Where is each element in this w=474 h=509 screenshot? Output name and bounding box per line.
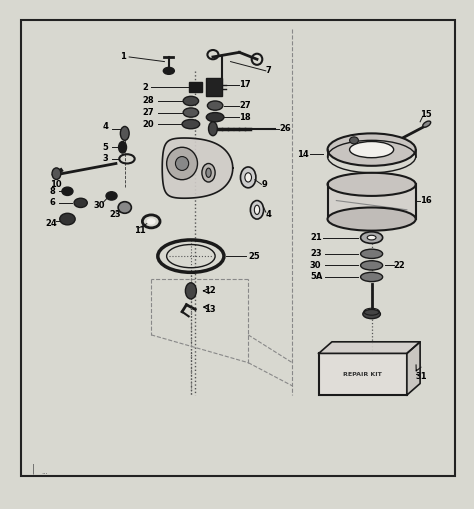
Ellipse shape	[52, 168, 61, 180]
Text: 9: 9	[262, 180, 267, 189]
Text: 20: 20	[142, 120, 154, 129]
Ellipse shape	[118, 202, 131, 213]
Ellipse shape	[367, 235, 376, 240]
Text: 2: 2	[142, 82, 148, 92]
Text: 25: 25	[248, 251, 260, 261]
Ellipse shape	[255, 205, 260, 214]
Text: 14: 14	[297, 150, 309, 159]
Text: 11: 11	[134, 226, 146, 235]
Ellipse shape	[245, 173, 252, 182]
Ellipse shape	[183, 96, 199, 105]
Polygon shape	[162, 138, 233, 198]
Text: REPAIR KIT: REPAIR KIT	[344, 372, 382, 377]
Text: 1: 1	[120, 52, 126, 62]
Text: 6: 6	[50, 199, 55, 207]
Text: 30: 30	[94, 201, 105, 210]
Bar	[319, 353, 407, 395]
Ellipse shape	[328, 173, 416, 196]
Ellipse shape	[328, 208, 416, 231]
Polygon shape	[319, 342, 420, 353]
Text: 23: 23	[109, 210, 121, 219]
Ellipse shape	[361, 261, 383, 270]
Text: 8: 8	[50, 187, 55, 196]
Ellipse shape	[185, 283, 196, 299]
Bar	[189, 82, 202, 92]
Ellipse shape	[206, 112, 224, 122]
Ellipse shape	[240, 167, 256, 188]
Text: |: |	[32, 464, 36, 474]
Ellipse shape	[118, 142, 127, 153]
Ellipse shape	[363, 309, 381, 319]
Text: ...: ...	[41, 468, 48, 474]
Text: 16: 16	[420, 196, 432, 205]
Ellipse shape	[183, 108, 199, 117]
Circle shape	[167, 147, 198, 180]
Ellipse shape	[361, 272, 383, 281]
Text: 23: 23	[310, 249, 321, 258]
Bar	[206, 78, 222, 96]
Text: 24: 24	[46, 219, 57, 228]
Ellipse shape	[250, 201, 264, 219]
Text: 27: 27	[142, 108, 154, 117]
Text: 7: 7	[266, 66, 272, 75]
Text: 5: 5	[103, 143, 109, 152]
Ellipse shape	[164, 67, 174, 74]
Ellipse shape	[147, 218, 155, 224]
Text: 28: 28	[142, 97, 154, 105]
Ellipse shape	[209, 122, 217, 136]
Ellipse shape	[60, 213, 75, 225]
Ellipse shape	[74, 198, 87, 208]
Ellipse shape	[202, 163, 215, 182]
Polygon shape	[328, 184, 416, 219]
Ellipse shape	[182, 120, 200, 129]
Ellipse shape	[361, 249, 383, 259]
Ellipse shape	[120, 126, 129, 140]
Ellipse shape	[361, 232, 383, 243]
Text: 4: 4	[266, 210, 272, 219]
Ellipse shape	[62, 187, 73, 195]
Text: 21: 21	[310, 233, 322, 242]
Text: 5A: 5A	[310, 272, 322, 281]
Ellipse shape	[328, 133, 416, 166]
Ellipse shape	[423, 121, 431, 127]
Polygon shape	[407, 342, 420, 395]
Ellipse shape	[350, 137, 358, 144]
Circle shape	[175, 157, 189, 171]
Text: 31: 31	[416, 372, 428, 381]
Text: 3: 3	[103, 154, 109, 163]
Text: 18: 18	[239, 112, 251, 122]
Text: 27: 27	[239, 101, 251, 110]
Text: 4: 4	[103, 122, 109, 131]
Text: 22: 22	[393, 261, 405, 270]
Text: 10: 10	[50, 180, 62, 189]
Ellipse shape	[350, 142, 394, 158]
Text: 15: 15	[420, 110, 432, 119]
Text: 17: 17	[239, 80, 251, 89]
Text: 26: 26	[279, 124, 291, 133]
Text: 13: 13	[204, 305, 216, 314]
Ellipse shape	[206, 168, 211, 177]
Ellipse shape	[106, 192, 117, 200]
Text: 30: 30	[310, 261, 321, 270]
Ellipse shape	[208, 101, 223, 110]
Text: 12: 12	[204, 287, 216, 295]
